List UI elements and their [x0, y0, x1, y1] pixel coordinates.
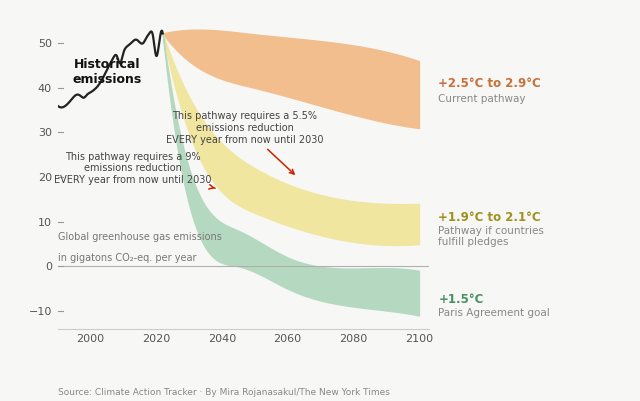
Text: Historical
emissions: Historical emissions: [72, 58, 141, 86]
Text: Global greenhouse gas emissions: Global greenhouse gas emissions: [58, 232, 221, 242]
Text: Pathway if countries: Pathway if countries: [438, 226, 544, 236]
Text: This pathway requires a 9%
emissions reduction
EVERY year from now until 2030: This pathway requires a 9% emissions red…: [54, 152, 215, 189]
Text: This pathway requires a 5.5%
emissions reduction
EVERY year from now until 2030: This pathway requires a 5.5% emissions r…: [166, 111, 324, 174]
Text: +1.5°C: +1.5°C: [438, 293, 484, 306]
Text: Source: Climate Action Tracker · By Mira Rojanasakul/The New York Times: Source: Climate Action Tracker · By Mira…: [58, 388, 390, 397]
Text: +2.5°C to 2.9°C: +2.5°C to 2.9°C: [438, 77, 541, 90]
Text: Current pathway: Current pathway: [438, 94, 526, 104]
Text: in gigatons CO₂-eq. per year: in gigatons CO₂-eq. per year: [58, 253, 196, 263]
Text: Paris Agreement goal: Paris Agreement goal: [438, 308, 550, 318]
Text: +1.9°C to 2.1°C: +1.9°C to 2.1°C: [438, 211, 541, 224]
Text: fulfill pledges: fulfill pledges: [438, 237, 509, 247]
